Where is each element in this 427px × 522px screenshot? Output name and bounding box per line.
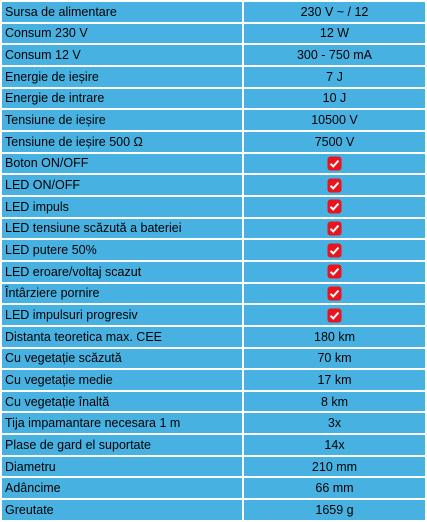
- spec-row: LED impuls: [0, 194, 427, 219]
- spec-value: 70 km: [242, 346, 427, 371]
- spec-row: LED putere 50%: [0, 238, 427, 262]
- spec-label: Sursa de alimentare: [0, 0, 244, 24]
- spec-value: 210 mm: [242, 454, 427, 479]
- spec-row: Distanta teoretica max. CEE 180 km: [0, 324, 427, 349]
- spec-row: LED impulsuri progresiv: [0, 303, 427, 327]
- spec-value: 3x: [242, 411, 427, 436]
- spec-label: Întârziere pornire: [0, 281, 244, 306]
- spec-row: Tensiune de ieșire 500 Ω 7500 V: [0, 129, 427, 154]
- spec-value: 14x: [242, 433, 427, 457]
- spec-value: [242, 303, 427, 327]
- spec-label: Distanta teoretica max. CEE: [0, 324, 244, 349]
- spec-label: Boton ON/OFF: [0, 151, 244, 176]
- spec-value: [242, 194, 427, 219]
- spec-value: 1659 g: [242, 498, 427, 522]
- spec-value: 66 mm: [242, 476, 427, 501]
- spec-label: LED eroare/voltaj scazut: [0, 259, 244, 284]
- spec-value: 7500 V: [242, 129, 427, 154]
- spec-row: Energie de ieșire 7 J: [0, 64, 427, 89]
- spec-row: Consum 230 V 12 W: [0, 21, 427, 46]
- spec-label: LED ON/OFF: [0, 173, 244, 197]
- spec-label: LED impuls: [0, 194, 244, 219]
- check-icon: [327, 178, 342, 193]
- spec-row: LED eroare/voltaj scazut: [0, 259, 427, 284]
- check-icon: [327, 308, 342, 323]
- spec-label: Diametru: [0, 454, 244, 479]
- spec-value: 230 V ~ / 12: [242, 0, 427, 24]
- spec-label: Plase de gard el suportate: [0, 433, 244, 457]
- spec-row: Întârziere pornire: [0, 281, 427, 306]
- spec-label: Consum 230 V: [0, 21, 244, 46]
- spec-label: Energie de intrare: [0, 86, 244, 111]
- spec-row: Cu vegetație înaltă 8 km: [0, 389, 427, 414]
- spec-row: Boton ON/OFF: [0, 151, 427, 176]
- spec-row: Consum 12 V 300 - 750 mA: [0, 43, 427, 67]
- spec-value: 10500 V: [242, 108, 427, 132]
- spec-row: Sursa de alimentare 230 V ~ / 12: [0, 0, 427, 24]
- check-icon: [327, 243, 342, 258]
- spec-label: Consum 12 V: [0, 43, 244, 67]
- spec-label: Cu vegetație medie: [0, 368, 244, 392]
- check-icon: [327, 286, 342, 301]
- spec-row: Cu vegetație medie 17 km: [0, 368, 427, 392]
- spec-value: [242, 259, 427, 284]
- spec-row: Plase de gard el suportate 14x: [0, 433, 427, 457]
- spec-value: 300 - 750 mA: [242, 43, 427, 67]
- spec-value: [242, 281, 427, 306]
- spec-label: LED impulsuri progresiv: [0, 303, 244, 327]
- spec-label: Adâncime: [0, 476, 244, 501]
- spec-value: [242, 151, 427, 176]
- spec-row: Tensiune de ieșire 10500 V: [0, 108, 427, 132]
- spec-value: [242, 173, 427, 197]
- spec-label: Cu vegetație înaltă: [0, 389, 244, 414]
- spec-value: [242, 238, 427, 262]
- spec-value: [242, 216, 427, 241]
- check-icon: [327, 156, 342, 171]
- spec-label: Greutate: [0, 498, 244, 522]
- spec-row: Energie de intrare 10 J: [0, 86, 427, 111]
- spec-row: Diametru 210 mm: [0, 454, 427, 479]
- check-icon: [327, 221, 342, 236]
- spec-label: Energie de ieșire: [0, 64, 244, 89]
- spec-label: Tija impamantare necesara 1 m: [0, 411, 244, 436]
- spec-value: 10 J: [242, 86, 427, 111]
- spec-value: 12 W: [242, 21, 427, 46]
- spec-label: LED putere 50%: [0, 238, 244, 262]
- spec-row: LED tensiune scăzută a bateriei: [0, 216, 427, 241]
- spec-label: Cu vegetație scăzută: [0, 346, 244, 371]
- spec-row: Tija impamantare necesara 1 m 3x: [0, 411, 427, 436]
- spec-label: Tensiune de ieșire: [0, 108, 244, 132]
- spec-row: Cu vegetație scăzută 70 km: [0, 346, 427, 371]
- check-icon: [327, 264, 342, 279]
- spec-row: LED ON/OFF: [0, 173, 427, 197]
- check-icon: [327, 199, 342, 214]
- spec-value: 17 km: [242, 368, 427, 392]
- spec-row: Adâncime 66 mm: [0, 476, 427, 501]
- spec-row: Greutate 1659 g: [0, 498, 427, 522]
- spec-label: Tensiune de ieșire 500 Ω: [0, 129, 244, 154]
- spec-label: LED tensiune scăzută a bateriei: [0, 216, 244, 241]
- spec-value: 180 km: [242, 324, 427, 349]
- spec-value: 8 km: [242, 389, 427, 414]
- spec-value: 7 J: [242, 64, 427, 89]
